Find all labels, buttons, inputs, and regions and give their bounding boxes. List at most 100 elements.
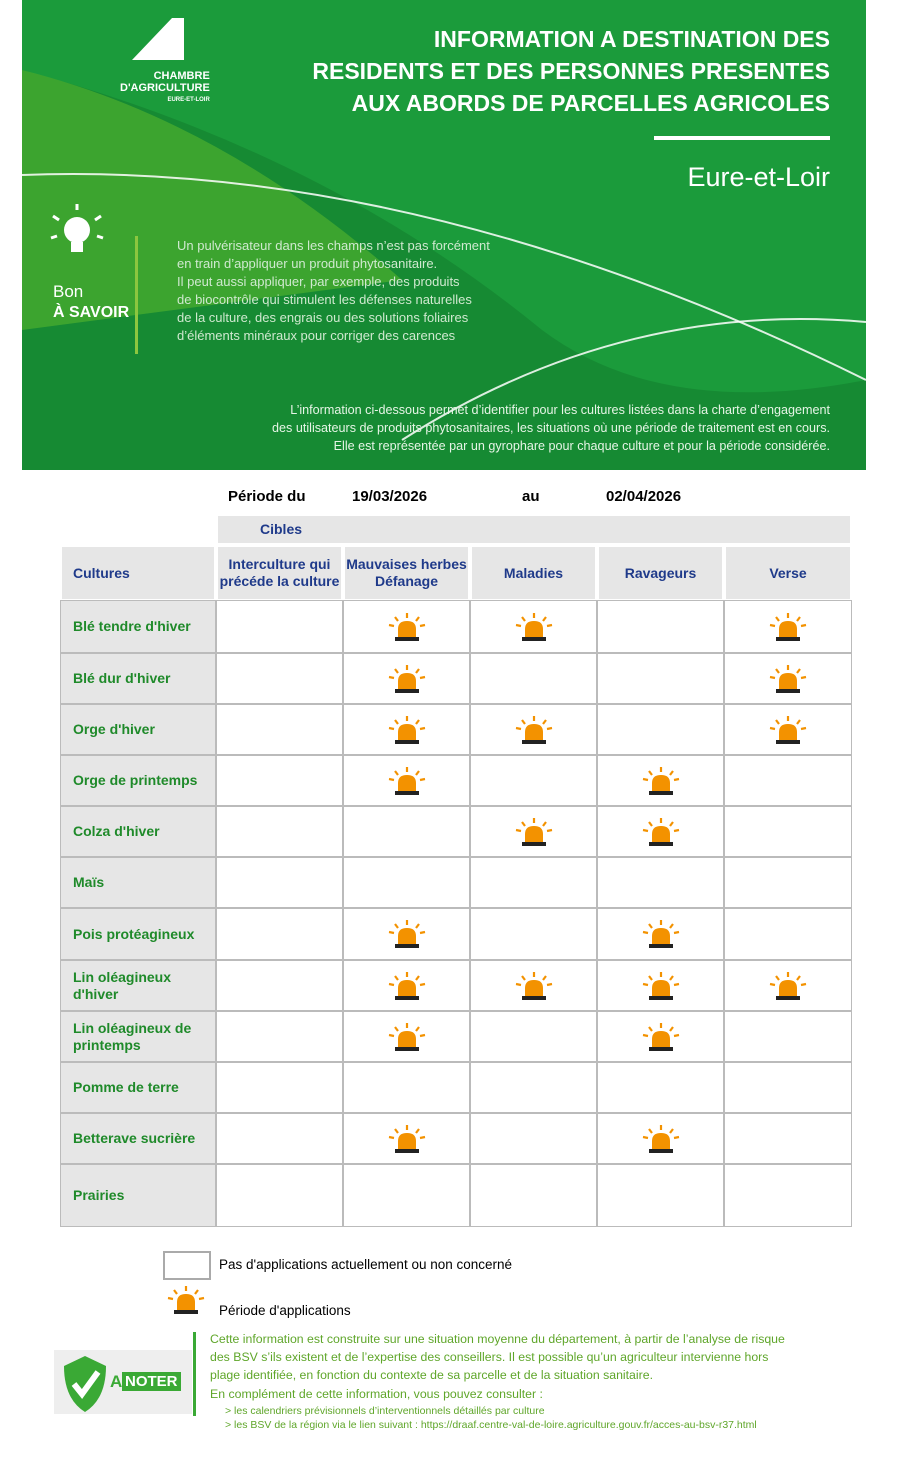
logo-text: EURE-ET-LOIR [167, 97, 210, 103]
table-cell [343, 806, 470, 857]
row-header: Lin oléagineux d'hiver [60, 960, 216, 1011]
beacon-icon [388, 971, 425, 1000]
beacon-icon [515, 715, 552, 744]
table-cell [216, 755, 343, 806]
table-cell [724, 857, 852, 908]
table-cell [216, 1062, 343, 1113]
table-cell [216, 1011, 343, 1062]
beacon-icon [769, 715, 807, 744]
department: Eure-et-Loir [687, 162, 830, 192]
row-header: Orge d'hiver [60, 704, 216, 755]
note-link: > les calendriers prévisionnels d’interv… [225, 1405, 545, 1417]
tip-text: Il peut aussi appliquer, par exemple, de… [177, 274, 460, 289]
legend-text: Pas d'applications actuellement ou non c… [219, 1257, 513, 1272]
column-header: Ravageurs [597, 545, 724, 601]
tip-label: Bon [53, 282, 84, 301]
beacon-icon [642, 766, 679, 795]
table-cell [216, 857, 343, 908]
table-cell [470, 1011, 597, 1062]
table-cell [724, 1164, 852, 1227]
badge-text: A [110, 1372, 123, 1391]
legend-box [163, 1251, 211, 1280]
beacon-icon [515, 817, 552, 846]
column-header: Mauvaises herbes Défanage [343, 545, 470, 601]
note-text: Cette information est construite sur une… [210, 1332, 785, 1346]
beacon-icon [388, 664, 425, 693]
table-cell [470, 1164, 597, 1227]
beacon-icon [769, 612, 807, 641]
shield [64, 1356, 106, 1412]
logo: CHAMBRE D'AGRICULTURE EURE-ET-LOIR [120, 70, 210, 106]
table-cell [724, 908, 852, 960]
column-header: Interculture qui précéde la culture [216, 545, 343, 601]
note-text: plage identifiée, en fonction du context… [210, 1368, 653, 1382]
table-cell [216, 1164, 343, 1227]
beacon-icon [769, 664, 807, 693]
tip-text: de la culture, des engrais ou des soluti… [177, 310, 469, 325]
note-badge: A NOTER [54, 1350, 192, 1414]
beacon-icon [388, 1022, 425, 1051]
period-label: Période du [228, 488, 306, 505]
table-cell [216, 704, 343, 755]
header: CHAMBRE D'AGRICULTURE EURE-ET-LOIR INFORMA… [22, 0, 866, 470]
table-cell [597, 1164, 724, 1227]
column-header: Verse [724, 545, 852, 601]
table-cell [724, 806, 852, 857]
row-header: Pomme de terre [60, 1062, 216, 1113]
table-cell [470, 1062, 597, 1113]
tip-text: en train d’appliquer un produit phytosan… [177, 256, 438, 271]
table-cell [470, 1113, 597, 1164]
logo-text: CHAMBRE [153, 70, 210, 82]
legend-text: Période d'applications [219, 1303, 351, 1318]
table-cell [724, 755, 852, 806]
row-header: Pois protéagineux [60, 908, 216, 960]
beacon-icon [642, 1124, 679, 1153]
badge-text: NOTER [122, 1372, 181, 1391]
note-rule [193, 1332, 196, 1416]
beacon-icon [388, 920, 425, 948]
period-label: au [522, 488, 540, 505]
table-cell [216, 600, 343, 653]
intro-text: Elle est représentée par un gyrophare po… [333, 439, 830, 453]
intro-text: L’information ci-dessous permet d’identi… [290, 403, 830, 417]
beacon-icon [388, 766, 425, 795]
period-date: 02/04/2026 [606, 488, 682, 505]
note-text: des BSV s’ils existent et de l’expertise… [210, 1350, 769, 1364]
beacon-icon [388, 1124, 425, 1153]
row-header: Betterave sucrière [60, 1113, 216, 1164]
table-cell [216, 653, 343, 704]
table-cell [216, 1113, 343, 1164]
beacon-icon [769, 971, 807, 1000]
table-cell [597, 857, 724, 908]
header-art [22, 18, 866, 470]
table-cell [724, 1113, 852, 1164]
table-cell [470, 908, 597, 960]
beacon-icon [167, 1286, 205, 1314]
tip-text: de biocontrôle qui stimulent les défense… [177, 292, 472, 307]
title: AUX ABORDS DE PARCELLES AGRICOLES [351, 90, 830, 116]
note-link: > les BSV de la région via le lien suiva… [225, 1419, 757, 1431]
beacon-icon [388, 715, 425, 744]
table-cell [470, 653, 597, 704]
table-cell [724, 1062, 852, 1113]
table-cell [470, 857, 597, 908]
table-cell [343, 857, 470, 908]
beacon-icon [515, 971, 552, 1000]
row-header: Lin oléagineux de printemps [60, 1011, 216, 1062]
beacon-icon [388, 612, 425, 641]
title: INFORMATION A DESTINATION DES [433, 26, 830, 52]
row-header: Blé dur d'hiver [60, 653, 216, 704]
intro-text: des utilisateurs de produits phytosanita… [272, 421, 830, 435]
table-cell [470, 755, 597, 806]
table-cell [343, 1062, 470, 1113]
beacon-icon [642, 971, 679, 1000]
table-cell [597, 704, 724, 755]
beacon-icon [515, 612, 552, 641]
row-header: Maïs [60, 857, 216, 908]
logo-text: D'AGRICULTURE [120, 82, 210, 94]
table-cell [597, 600, 724, 653]
row-header: Prairies [60, 1164, 216, 1227]
beacon-icon [642, 1022, 679, 1051]
table-cell [597, 1062, 724, 1113]
